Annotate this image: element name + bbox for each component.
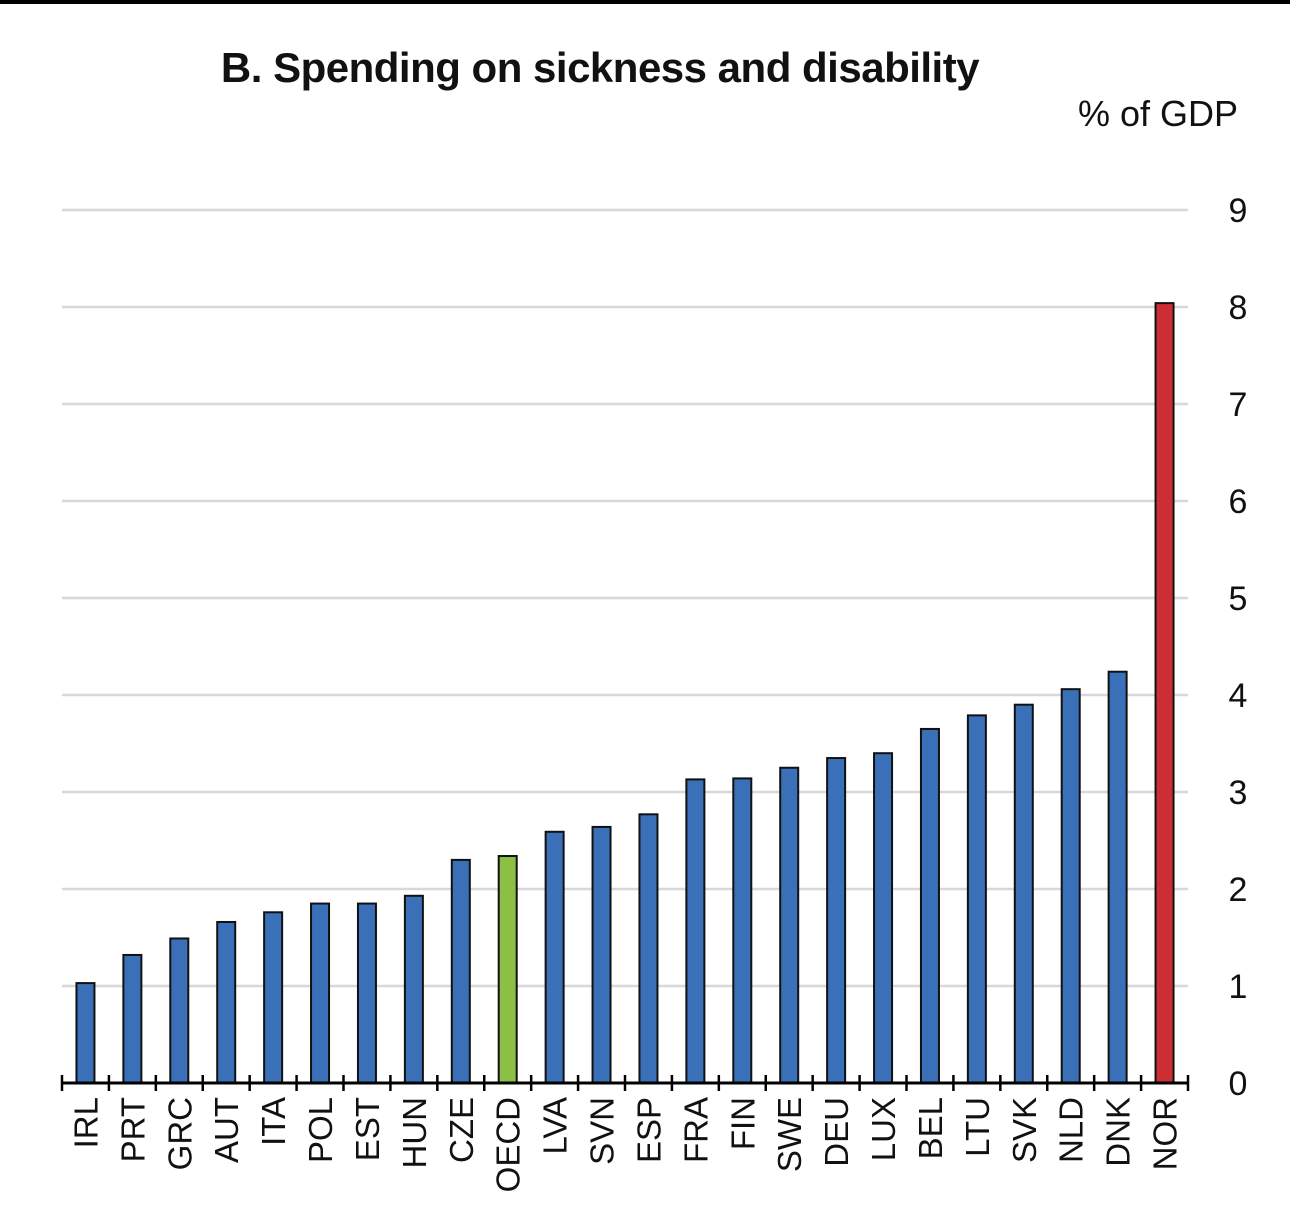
category-label: SWE	[771, 1097, 808, 1172]
bar-lva	[544, 830, 565, 1085]
category-label: AUT	[208, 1097, 245, 1163]
bar-nld	[1060, 688, 1081, 1084]
category-label: DNK	[1100, 1097, 1137, 1167]
top-rule	[0, 0, 1290, 4]
bar-fra	[685, 778, 706, 1084]
category-label: NOR	[1147, 1097, 1184, 1170]
y-tick-label: 4	[1229, 677, 1248, 715]
bar-aut	[216, 920, 237, 1084]
category-label: LVA	[537, 1097, 574, 1154]
bar-ltu	[966, 714, 987, 1084]
bar-hun	[403, 894, 424, 1084]
category-label: IRL	[67, 1097, 104, 1148]
category-label: FIN	[724, 1097, 761, 1150]
bar-prt	[122, 953, 143, 1085]
bar-cze	[450, 858, 471, 1085]
y-tick-label: 0	[1229, 1065, 1248, 1103]
y-tick-label: 5	[1229, 580, 1248, 618]
bar-est	[356, 902, 377, 1084]
bar-fin	[732, 777, 753, 1084]
bar-grc	[169, 937, 190, 1084]
category-label: GRC	[161, 1097, 198, 1170]
category-label: SVK	[1006, 1097, 1043, 1163]
bar-irl	[75, 982, 96, 1085]
category-label: LUX	[865, 1097, 902, 1161]
category-label: NLD	[1053, 1097, 1090, 1163]
category-label: HUN	[396, 1097, 433, 1169]
bar-nor	[1154, 302, 1175, 1084]
category-label: ITA	[255, 1097, 292, 1146]
category-label: PRT	[114, 1097, 151, 1162]
bar-dnk	[1107, 670, 1128, 1084]
category-label: LTU	[959, 1097, 996, 1157]
category-label: SVN	[584, 1097, 621, 1165]
bar-bel	[919, 727, 940, 1084]
category-label: CZE	[443, 1097, 480, 1163]
y-tick-label: 3	[1229, 774, 1248, 812]
y-tick-label: 6	[1229, 483, 1248, 521]
y-tick-label: 1	[1229, 968, 1248, 1006]
bar-deu	[826, 757, 847, 1084]
y-axis-tick-labels: 0 1 2 3 4 5 6 7 8 9	[1229, 192, 1248, 1103]
category-labels: IRL PRT GRC AUT ITA POL EST HUN CZE OECD LVA SVN ESP…	[67, 1097, 1183, 1192]
category-label: OECD	[490, 1097, 527, 1192]
category-label: ESP	[630, 1097, 667, 1163]
category-label: EST	[349, 1097, 386, 1161]
y-tick-label: 7	[1229, 386, 1248, 424]
bar-swe	[779, 766, 800, 1084]
y-tick-label: 2	[1229, 871, 1248, 909]
grid-lines	[62, 208, 1188, 988]
category-label: FRA	[677, 1097, 714, 1163]
bar-pol	[310, 902, 331, 1084]
bar-lux	[873, 752, 894, 1084]
bars	[75, 302, 1175, 1085]
bar-esp	[638, 813, 659, 1084]
bar-oecd	[497, 855, 518, 1085]
bar-svk	[1013, 703, 1034, 1084]
x-axis	[60, 1075, 1190, 1091]
chart-title: B. Spending on sickness and disability	[220, 44, 980, 91]
category-label: DEU	[818, 1097, 855, 1167]
bar-svn	[591, 825, 612, 1084]
unit-label: % of GDP	[1078, 93, 1238, 134]
category-label: POL	[302, 1097, 339, 1163]
category-label: BEL	[912, 1097, 949, 1159]
bar-ita	[263, 911, 284, 1085]
y-tick-label: 9	[1229, 192, 1248, 230]
y-tick-label: 8	[1229, 289, 1248, 327]
